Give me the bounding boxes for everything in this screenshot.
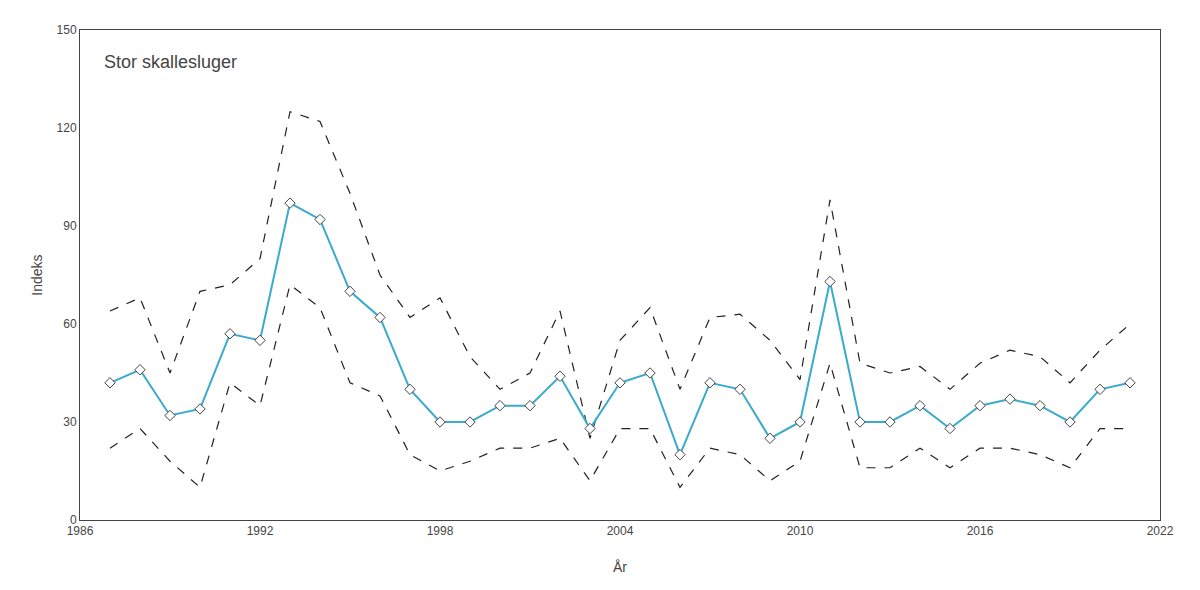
svg-text:1992: 1992 [247, 524, 274, 538]
svg-text:1998: 1998 [427, 524, 454, 538]
svg-text:2016: 2016 [967, 524, 994, 538]
svg-text:120: 120 [57, 121, 77, 135]
svg-text:60: 60 [63, 317, 77, 331]
svg-text:150: 150 [57, 23, 77, 37]
svg-text:Stor skallesluger: Stor skallesluger [104, 52, 237, 72]
svg-text:2022: 2022 [1147, 524, 1174, 538]
svg-text:30: 30 [63, 415, 77, 429]
svg-text:År: År [613, 559, 627, 575]
svg-text:2010: 2010 [787, 524, 814, 538]
svg-text:Indeks: Indeks [29, 254, 45, 295]
svg-text:1986: 1986 [67, 524, 94, 538]
svg-text:90: 90 [63, 219, 77, 233]
svg-text:0: 0 [70, 513, 77, 527]
svg-text:2004: 2004 [607, 524, 634, 538]
